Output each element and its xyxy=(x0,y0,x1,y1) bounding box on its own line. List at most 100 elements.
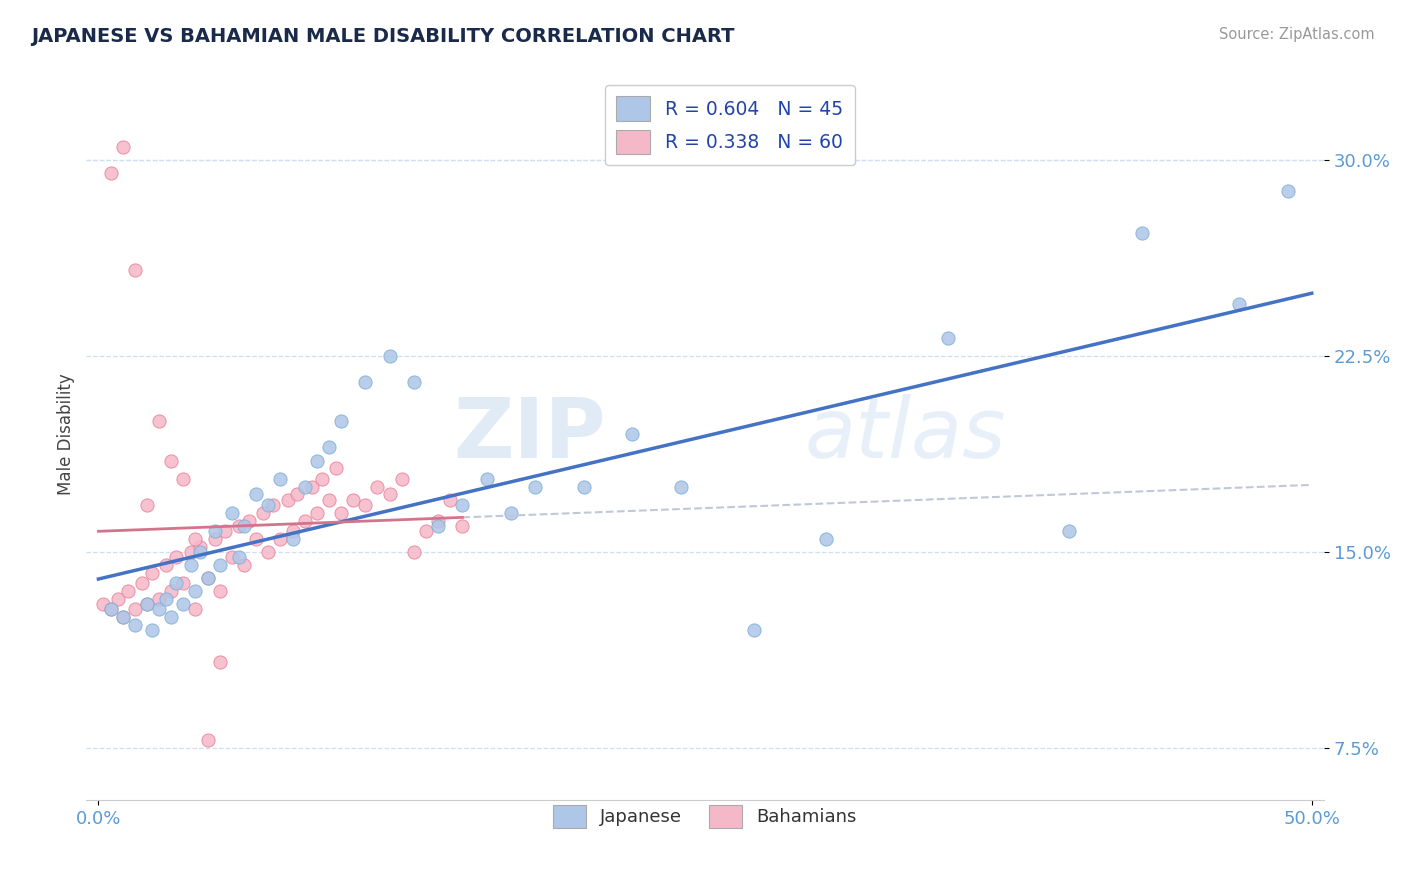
Point xyxy=(204,532,226,546)
Point xyxy=(208,655,231,669)
Point xyxy=(391,472,413,486)
Point xyxy=(621,427,644,442)
Point xyxy=(136,597,159,611)
Point xyxy=(572,480,595,494)
Point xyxy=(111,140,134,154)
Point xyxy=(451,498,474,512)
Point xyxy=(165,550,187,565)
Point xyxy=(107,592,129,607)
Point xyxy=(427,518,450,533)
Point xyxy=(136,498,159,512)
Point xyxy=(354,498,377,512)
Point xyxy=(366,480,388,494)
Point xyxy=(172,472,194,486)
Point xyxy=(172,576,194,591)
Point xyxy=(188,540,211,554)
Point xyxy=(318,441,340,455)
Point xyxy=(1130,226,1153,240)
Point xyxy=(311,472,333,486)
Point xyxy=(172,597,194,611)
Point xyxy=(233,558,256,572)
Point xyxy=(294,514,316,528)
Point xyxy=(815,532,838,546)
Point xyxy=(305,506,328,520)
Point xyxy=(281,524,304,538)
Point xyxy=(277,492,299,507)
Point xyxy=(111,610,134,624)
Text: Source: ZipAtlas.com: Source: ZipAtlas.com xyxy=(1219,27,1375,42)
Point xyxy=(475,472,498,486)
Point xyxy=(252,506,274,520)
Point xyxy=(208,584,231,599)
Point xyxy=(281,532,304,546)
Point xyxy=(415,524,437,538)
Point xyxy=(524,480,547,494)
Point xyxy=(245,532,267,546)
Point xyxy=(269,472,291,486)
Point xyxy=(402,545,425,559)
Point xyxy=(124,262,146,277)
Point xyxy=(318,492,340,507)
Point xyxy=(197,571,219,585)
Point xyxy=(100,602,122,616)
Point xyxy=(354,375,377,389)
Point xyxy=(184,584,207,599)
Point xyxy=(160,453,183,467)
Point xyxy=(427,514,450,528)
Point xyxy=(1057,524,1080,538)
Point xyxy=(330,506,353,520)
Point xyxy=(141,624,163,638)
Point xyxy=(100,166,122,180)
Point xyxy=(221,550,243,565)
Point xyxy=(180,545,202,559)
Point xyxy=(180,558,202,572)
Point xyxy=(378,487,401,501)
Point xyxy=(111,610,134,624)
Point xyxy=(305,453,328,467)
Point xyxy=(439,492,461,507)
Point xyxy=(245,487,267,501)
Point xyxy=(262,498,284,512)
Point xyxy=(117,584,139,599)
Point xyxy=(402,375,425,389)
Point xyxy=(160,610,183,624)
Point xyxy=(499,506,522,520)
Point xyxy=(1277,185,1299,199)
Point xyxy=(451,518,474,533)
Point xyxy=(148,592,170,607)
Point xyxy=(208,558,231,572)
Point xyxy=(342,492,364,507)
Y-axis label: Male Disability: Male Disability xyxy=(58,374,75,495)
Point xyxy=(221,506,243,520)
Legend: Japanese, Bahamians: Japanese, Bahamians xyxy=(546,797,865,835)
Point xyxy=(91,597,114,611)
Point xyxy=(294,480,316,494)
Point xyxy=(269,532,291,546)
Point xyxy=(669,480,692,494)
Point xyxy=(287,487,309,501)
Point xyxy=(233,518,256,533)
Point xyxy=(228,550,250,565)
Text: atlas: atlas xyxy=(804,394,1005,475)
Point xyxy=(197,733,219,747)
Point xyxy=(936,331,959,345)
Point xyxy=(325,461,347,475)
Point xyxy=(124,602,146,616)
Point xyxy=(238,514,260,528)
Point xyxy=(188,545,211,559)
Point xyxy=(141,566,163,580)
Point xyxy=(184,532,207,546)
Point xyxy=(228,518,250,533)
Point xyxy=(124,618,146,632)
Point xyxy=(330,414,353,428)
Point xyxy=(1227,296,1250,310)
Point xyxy=(378,349,401,363)
Point xyxy=(160,584,183,599)
Point xyxy=(184,602,207,616)
Point xyxy=(257,545,280,559)
Point xyxy=(131,576,153,591)
Point xyxy=(197,571,219,585)
Point xyxy=(301,480,323,494)
Point xyxy=(136,597,159,611)
Text: JAPANESE VS BAHAMIAN MALE DISABILITY CORRELATION CHART: JAPANESE VS BAHAMIAN MALE DISABILITY COR… xyxy=(31,27,734,45)
